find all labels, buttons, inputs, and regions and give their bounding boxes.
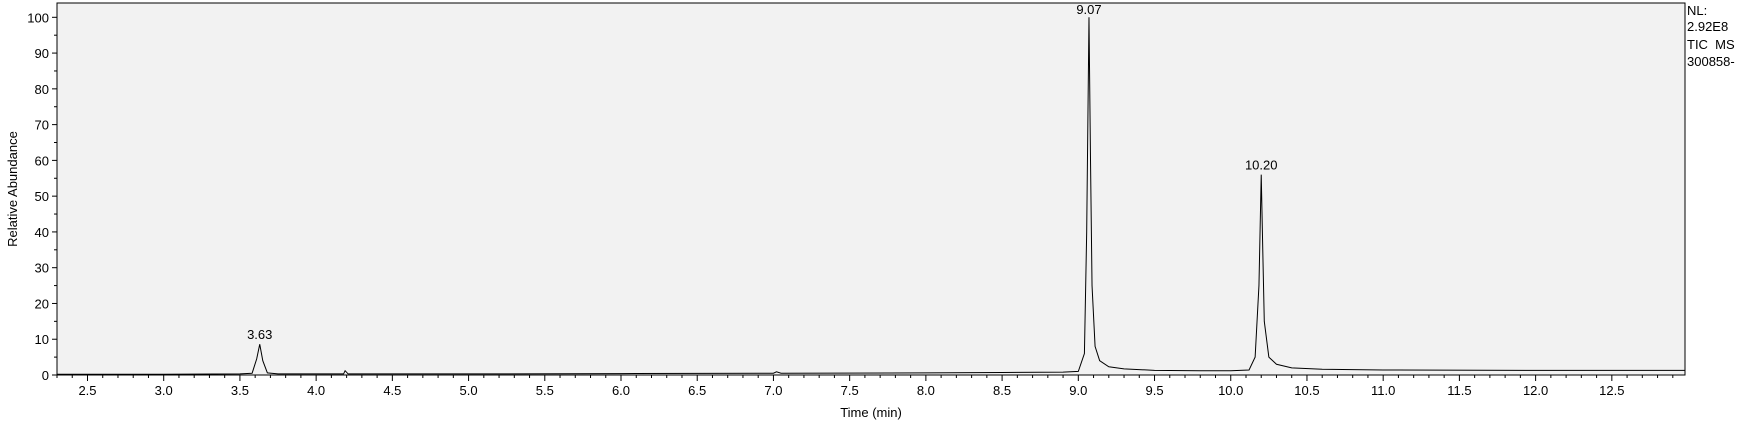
x-tick-label: 10.0 (1218, 383, 1243, 398)
x-tick-label: 9.0 (1069, 383, 1087, 398)
x-tick-label: 7.5 (841, 383, 859, 398)
x-tick-label: 11.0 (1371, 383, 1395, 398)
y-tick-label: 20 (35, 296, 49, 311)
file-id: 300858- (1687, 54, 1735, 69)
nl-value: 2.92E8 (1687, 19, 1728, 34)
x-tick-label: 8.5 (993, 383, 1011, 398)
x-axis: 2.5 3.0 3.5 4.0 4.5 5.0 5.5 6.0 6.5 7.0 7.5 8.0 8.5 9… (56, 375, 1674, 398)
y-tick-label: 70 (35, 118, 49, 133)
y-tick-label: 10 (35, 332, 49, 347)
y-tick-label: 80 (35, 82, 49, 97)
nl-label: NL: (1687, 3, 1707, 18)
tic-trace-line (57, 17, 1685, 375)
x-tick-label: 9.5 (1145, 383, 1163, 398)
y-tick-label: 30 (35, 261, 49, 276)
x-tick-label: 6.0 (612, 383, 630, 398)
x-tick-label: 7.0 (764, 383, 782, 398)
peak-label: 9.07 (1076, 2, 1101, 17)
x-axis-title: Time (min) (840, 405, 902, 420)
plot-area (56, 2, 1686, 376)
peak-label: 10.20 (1245, 158, 1278, 173)
y-tick-label: 100 (27, 10, 49, 25)
x-tick-label: 3.0 (155, 383, 173, 398)
x-tick-label: 6.5 (688, 383, 706, 398)
y-tick-label: 0 (42, 368, 49, 383)
x-tick-label: 10.5 (1294, 383, 1319, 398)
trace-label: TIC MS (1687, 37, 1735, 52)
info-block: NL: 2.92E8 TIC MS 300858- (1687, 3, 1735, 69)
peak-labels: 3.63 9.07 10.20 (247, 2, 1277, 342)
x-tick-label: 3.5 (231, 383, 249, 398)
x-tick-label: 8.0 (917, 383, 935, 398)
y-tick-label: 40 (35, 225, 49, 240)
x-tick-label: 12.0 (1523, 383, 1548, 398)
y-axis: 0 10 20 30 40 50 60 70 80 90 100 (27, 10, 57, 383)
x-tick-label: 12.5 (1599, 383, 1624, 398)
y-tick-label: 60 (35, 153, 49, 168)
y-tick-label: 50 (35, 189, 49, 204)
x-tick-label: 2.5 (78, 383, 96, 398)
y-axis-title: Relative Abundance (5, 131, 20, 247)
x-tick-label: 5.5 (536, 383, 554, 398)
x-tick-label: 11.5 (1447, 383, 1471, 398)
x-tick-label: 4.5 (383, 383, 401, 398)
peak-label: 3.63 (247, 327, 272, 342)
y-tick-label: 90 (35, 46, 49, 61)
x-tick-label: 4.0 (307, 383, 325, 398)
x-tick-label: 5.0 (460, 383, 478, 398)
